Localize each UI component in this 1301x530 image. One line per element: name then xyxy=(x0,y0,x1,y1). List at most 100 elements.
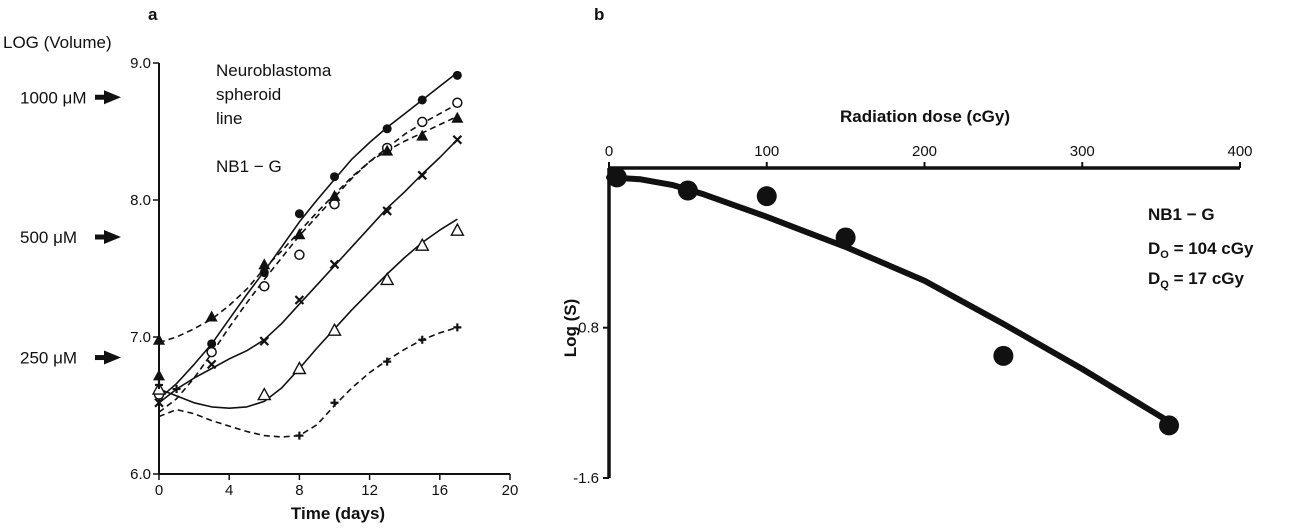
series-3-point xyxy=(452,134,463,145)
panel-a-x-axis-title: Time (days) xyxy=(291,504,385,523)
series-2-point xyxy=(416,129,429,141)
panel-b-d0-label: DO = 104 cGy xyxy=(1148,239,1254,261)
panel-b-x-tick-label: 0 xyxy=(605,143,613,160)
series-1-point xyxy=(329,198,340,210)
series-1-point xyxy=(206,346,217,358)
concentration-label: 500 μM xyxy=(20,228,77,247)
panel-a-y-tick-label: 9.0 xyxy=(130,55,151,72)
concentration-label: 1000 μM xyxy=(20,88,87,107)
series-1-point xyxy=(452,97,463,108)
panel-a-x-tick-label: 4 xyxy=(225,482,233,499)
arrow-right-icon xyxy=(104,229,121,244)
series-2-point xyxy=(258,258,271,270)
series-3-point xyxy=(417,170,428,181)
panel-a-annotation-line-3: line xyxy=(216,109,242,128)
dq-symbol: D xyxy=(1148,269,1160,288)
series-1-point xyxy=(294,249,305,261)
series-2-point xyxy=(451,111,464,123)
arrow-right-icon xyxy=(104,350,121,365)
series-0-point xyxy=(207,339,217,349)
series-4-point xyxy=(379,271,395,286)
panel-a-annotation-line-1: Neuroblastoma xyxy=(216,61,332,80)
panel-b-cell-line-label: NB1 − G xyxy=(1148,205,1215,224)
panel-a-x-tick-label: 8 xyxy=(295,482,303,499)
d0-symbol: D xyxy=(1148,239,1160,258)
series-3-point xyxy=(259,336,270,346)
series-0-point xyxy=(294,209,304,219)
panel-b-points xyxy=(606,167,1180,436)
panel-a-y-tick-label: 6.0 xyxy=(130,466,151,483)
series-4-point xyxy=(415,237,430,251)
series-5-point xyxy=(172,385,181,394)
panel-a-x-tick-label: 16 xyxy=(431,482,448,499)
survival-fit-line xyxy=(606,174,1172,425)
series-4-point xyxy=(450,222,465,236)
series-2-line xyxy=(158,115,458,344)
series-5-point xyxy=(155,380,163,389)
series-5-point xyxy=(295,431,304,440)
panel-a-y-tick-label: 7.0 xyxy=(130,329,151,346)
survival-point xyxy=(756,186,777,207)
survival-point xyxy=(606,167,627,188)
survival-point xyxy=(993,345,1014,366)
panel-a-cell-line-label: NB1 − G xyxy=(216,157,282,176)
panel-b-letter: b xyxy=(594,5,604,24)
panel-b-y-tick-label: -1.6 xyxy=(573,470,599,487)
series-5-point xyxy=(418,335,427,344)
panel-a-curves xyxy=(158,71,458,438)
series-4-point xyxy=(327,322,342,336)
series-2-point xyxy=(153,333,165,345)
series-5-point xyxy=(453,323,462,332)
panel-a-annotation-line-2: spheroid xyxy=(216,85,281,104)
panel-a-y-axis-title: LOG (Volume) xyxy=(3,33,112,52)
panel-b-fit-curve xyxy=(606,174,1172,425)
series-5-point xyxy=(383,357,392,366)
panel-b-y-axis-title: Log (S) xyxy=(561,299,580,358)
series-1-line xyxy=(158,103,458,413)
panel-a-x-tick-label: 0 xyxy=(155,482,163,499)
series-2-point xyxy=(293,228,306,240)
series-4-line xyxy=(158,218,458,409)
series-4-point xyxy=(257,387,272,401)
series-2-point xyxy=(381,144,394,156)
panel-b-x-tick-label: 100 xyxy=(754,143,779,160)
panel-a-concentration-labels: 1000 μM 500 μM 250 μM xyxy=(20,88,121,368)
panel-b-axes: 0 100 200 300 400 -0.8 -1.6 xyxy=(573,143,1252,487)
series-5-line xyxy=(158,326,458,438)
series-0-point xyxy=(259,268,269,278)
series-0-point xyxy=(382,124,392,134)
d0-value: = 104 cGy xyxy=(1169,239,1254,258)
series-1-point xyxy=(417,116,428,128)
d0-subscript: O xyxy=(1160,249,1169,261)
series-0-point xyxy=(417,95,427,105)
series-0-line xyxy=(158,71,458,400)
panel-a-markers xyxy=(151,70,465,440)
series-4-point xyxy=(292,361,307,375)
panel-a-x-tick-label: 20 xyxy=(502,482,519,499)
series-0-point xyxy=(452,70,462,80)
arrow-right-icon xyxy=(104,90,121,105)
series-1-point xyxy=(259,281,270,292)
series-2-point xyxy=(153,369,165,381)
series-3-point xyxy=(329,259,340,270)
series-2-point xyxy=(205,310,218,322)
panel-a-axes: 0 4 8 12 16 20 6.0 7.0 8.0 9.0 xyxy=(130,55,518,499)
dq-subscript: Q xyxy=(1160,279,1169,291)
series-2-point xyxy=(328,189,341,201)
series-0-point xyxy=(330,172,339,182)
survival-point xyxy=(1159,415,1180,436)
dq-value: = 17 cGy xyxy=(1169,269,1245,288)
concentration-label: 250 μM xyxy=(20,349,77,368)
series-5-point xyxy=(330,398,339,407)
series-3-point xyxy=(294,295,305,305)
panel-b-dq-label: DQ = 17 cGy xyxy=(1148,269,1245,291)
panel-b-y-tick-label: -0.8 xyxy=(573,320,599,337)
panel-b-x-tick-label: 300 xyxy=(1070,143,1095,160)
panel-b-x-tick-label: 200 xyxy=(912,143,937,160)
panel-a-y-tick-label: 8.0 xyxy=(130,192,151,209)
panel-b-x-axis-title: Radiation dose (cGy) xyxy=(840,107,1010,126)
survival-point xyxy=(835,227,856,248)
panel-a-letter: a xyxy=(148,5,158,24)
